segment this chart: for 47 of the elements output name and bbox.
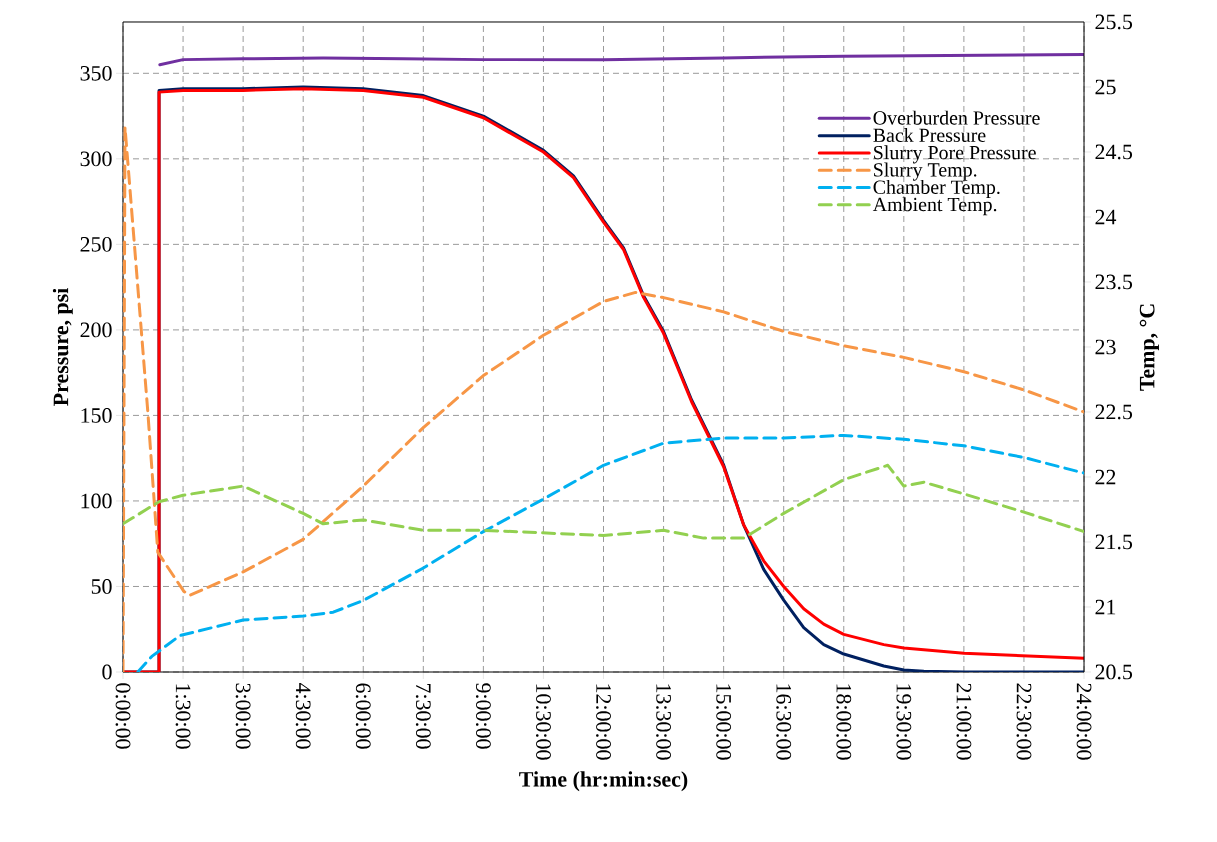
x-tick-label: 13:30:00 — [656, 684, 672, 760]
y2-tick-label: 21 — [1095, 599, 1116, 615]
y2-axis-title: Temp, °C — [1139, 304, 1159, 391]
x-tick-label: 21:00:00 — [956, 683, 972, 760]
y2-tick-label: 24 — [1095, 209, 1117, 225]
y-tick-label: 200 — [80, 322, 112, 338]
y2-tick-label: 22.5 — [1095, 404, 1133, 420]
x-tick-label: 4:30:00 — [295, 682, 311, 749]
legend-label: Chamber Temp. — [873, 179, 1000, 198]
x-axis-title: Time (hr:min:sec) — [519, 771, 688, 792]
x-tick-label: 0:00:00 — [115, 683, 131, 749]
x-tick-label: 9:00:00 — [475, 683, 491, 749]
y-axis-title: Pressure, psi — [52, 288, 73, 406]
y2-tick-label: 21.5 — [1095, 534, 1133, 550]
x-tick-label: 7:30:00 — [415, 683, 431, 749]
y2-tick-label: 25 — [1095, 79, 1116, 95]
y-tick-label: 50 — [91, 579, 112, 594]
y-tick-label: 150 — [81, 408, 112, 423]
y-tick-label: 250 — [80, 236, 112, 252]
x-tick-label: 10:30:00 — [536, 684, 551, 760]
line-series — [136, 433, 1085, 672]
x-tick-label: 18:00:00 — [836, 684, 852, 760]
line-series — [123, 463, 1085, 540]
y2-tick-label: 23 — [1095, 339, 1116, 355]
legend-label: Ambient Temp. — [872, 197, 997, 216]
x-tick-label: 19:30:00 — [896, 684, 912, 760]
x-tick-label: 24:00:00 — [1076, 683, 1092, 760]
legend-label: Slurry Temp. — [874, 162, 977, 181]
x-tick-label: 12:00:00 — [596, 684, 611, 760]
x-tick-label: 16:30:00 — [776, 684, 792, 760]
legend-label: Back Pressure — [873, 127, 986, 142]
x-tick-label: 6:00:00 — [355, 683, 371, 749]
y2-tick-label: 24.5 — [1095, 144, 1133, 160]
y-tick-label: 350 — [80, 65, 112, 81]
y-tick-label: 100 — [81, 493, 112, 509]
x-tick-label: 1:30:00 — [175, 684, 191, 749]
y-tick-label: 300 — [80, 151, 112, 167]
y2-tick-label: 22 — [1095, 469, 1116, 485]
y2-tick-label: 20.5 — [1095, 664, 1133, 680]
y2-tick-label: 23.5 — [1095, 274, 1133, 290]
legend-label: Overburden Pressure — [873, 110, 1040, 125]
y-tick-label: 0 — [102, 664, 112, 680]
legend-label: Slurry Pore Pressure — [874, 145, 1036, 164]
x-tick-label: 3:00:00 — [235, 683, 251, 749]
x-tick-label: 22:30:00 — [1016, 683, 1032, 760]
x-tick-label: 15:00:00 — [716, 684, 732, 760]
y2-tick-label: 25.5 — [1095, 14, 1133, 30]
